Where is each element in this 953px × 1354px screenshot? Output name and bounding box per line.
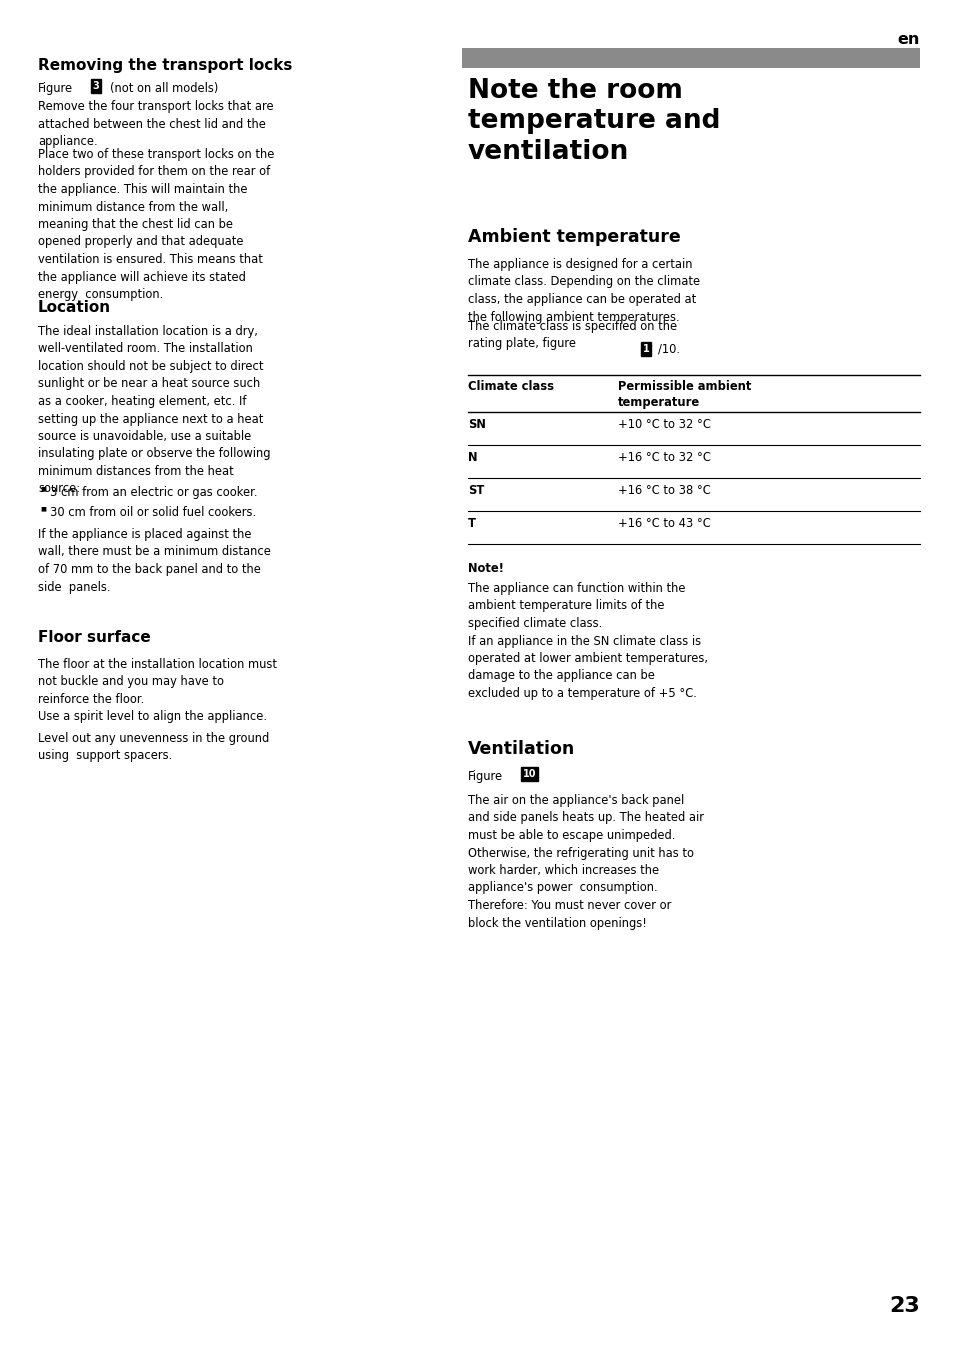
Text: 30 cm from oil or solid fuel cookers.: 30 cm from oil or solid fuel cookers. [50,506,255,519]
Text: 10: 10 [522,769,537,779]
Text: If the appliance is placed against the
wall, there must be a minimum distance
of: If the appliance is placed against the w… [38,528,271,593]
Text: +10 °C to 32 °C: +10 °C to 32 °C [618,418,710,431]
Text: /10.: /10. [658,343,679,356]
Text: 3 cm from an electric or gas cooker.: 3 cm from an electric or gas cooker. [50,486,257,500]
Text: +16 °C to 38 °C: +16 °C to 38 °C [618,483,710,497]
Text: The air on the appliance's back panel
and side panels heats up. The heated air
m: The air on the appliance's back panel an… [468,793,703,929]
Text: ■: ■ [40,486,46,492]
Text: Ambient temperature: Ambient temperature [468,227,680,246]
Text: Figure: Figure [468,770,502,783]
Text: T: T [468,517,476,529]
Text: The appliance is designed for a certain
climate class. Depending on the climate
: The appliance is designed for a certain … [468,259,700,324]
Text: 3: 3 [92,81,99,91]
Text: Ventilation: Ventilation [468,741,575,758]
Text: The floor at the installation location must
not buckle and you may have to
reinf: The floor at the installation location m… [38,658,276,705]
Text: 23: 23 [888,1296,919,1316]
Text: en: en [897,32,919,47]
Text: N: N [468,451,477,464]
Bar [461,47,919,68]
Text: Permissible ambient
temperature: Permissible ambient temperature [618,380,751,409]
Text: Location: Location [38,301,111,315]
Text: Level out any unevenness in the ground
using  support spacers.: Level out any unevenness in the ground u… [38,733,269,762]
Text: The appliance can function within the
ambient temperature limits of the
specifie: The appliance can function within the am… [468,582,707,700]
Text: The climate class is specified on the
rating plate, figure: The climate class is specified on the ra… [468,320,677,351]
Text: ■: ■ [40,506,46,510]
Text: The ideal installation location is a dry,
well-ventilated room. The installation: The ideal installation location is a dry… [38,325,271,496]
Text: Note the room
temperature and
ventilation: Note the room temperature and ventilatio… [468,79,720,165]
Text: Removing the transport locks: Removing the transport locks [38,58,292,73]
Text: 1: 1 [642,344,649,353]
Text: Remove the four transport locks that are
attached between the chest lid and the
: Remove the four transport locks that are… [38,100,274,148]
Text: Use a spirit level to align the appliance.: Use a spirit level to align the applianc… [38,709,267,723]
Text: Figure: Figure [38,83,73,95]
Text: (not on all models): (not on all models) [110,83,218,95]
Text: Note!: Note! [468,562,503,575]
Text: Climate class: Climate class [468,380,554,393]
Text: SN: SN [468,418,485,431]
Text: Place two of these transport locks on the
holders provided for them on the rear : Place two of these transport locks on th… [38,148,274,301]
Text: +16 °C to 43 °C: +16 °C to 43 °C [618,517,710,529]
Text: Floor surface: Floor surface [38,630,151,645]
Text: ST: ST [468,483,484,497]
Text: +16 °C to 32 °C: +16 °C to 32 °C [618,451,710,464]
